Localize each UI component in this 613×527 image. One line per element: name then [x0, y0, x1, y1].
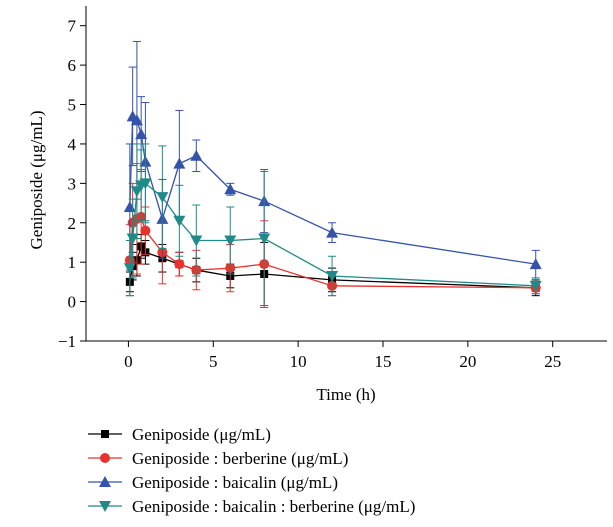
legend-marker	[100, 453, 110, 463]
legend-label: Geniposide : baicalin (μg/mL)	[132, 473, 338, 492]
y-tick-label: 7	[68, 17, 77, 36]
series-1	[125, 234, 540, 307]
data-point	[156, 192, 169, 204]
x-tick-label: 20	[459, 352, 476, 371]
x-tick-label: 10	[290, 352, 307, 371]
series-3	[123, 40, 542, 279]
y-tick-label: 5	[68, 96, 77, 115]
y-ticks: −1 0 1 2 3 4 5 6 7	[58, 17, 86, 351]
series-layer	[123, 40, 542, 308]
x-ticks: 0 5 10 15 20 25	[124, 341, 561, 371]
y-tick-label: 1	[68, 253, 77, 272]
legend-label: Geniposide (μg/mL)	[132, 425, 271, 444]
data-point	[123, 201, 136, 212]
data-point	[190, 149, 203, 161]
data-point	[224, 235, 237, 247]
data-point	[126, 233, 139, 245]
data-point	[139, 178, 152, 190]
data-point	[258, 233, 271, 245]
data-point	[140, 225, 151, 236]
legend-label: Geniposide : baicalin : berberine (μg/mL…	[132, 497, 415, 516]
y-tick-label: 4	[68, 135, 77, 154]
data-point	[173, 215, 186, 227]
data-point	[326, 226, 339, 238]
data-point	[529, 258, 542, 270]
data-point	[529, 280, 542, 292]
legend-item-4: Geniposide : baicalin : berberine (μg/mL…	[88, 497, 415, 516]
y-tick-label: 2	[68, 214, 77, 233]
y-axis-label: Geniposide (μg/mL)	[27, 111, 46, 250]
legend-marker	[99, 476, 111, 487]
x-axis-label: Time (h)	[316, 385, 375, 404]
data-point	[173, 157, 186, 169]
y-tick-label: 3	[68, 174, 77, 193]
y-tick-label: 6	[68, 56, 77, 75]
plot-area: −1 0 1 2 3 4 5 6 7 0 5 10 15 20 25	[58, 6, 607, 371]
x-tick-label: 25	[544, 352, 561, 371]
data-point	[130, 114, 143, 126]
data-point	[224, 183, 237, 195]
legend-label: Geniposide : berberine (μg/mL)	[132, 449, 348, 468]
data-point	[123, 263, 136, 275]
legend-marker	[101, 430, 109, 438]
legend: Geniposide (μg/mL) Geniposide : berberine…	[88, 425, 415, 516]
data-point	[174, 259, 185, 270]
y-tick-label: −1	[58, 332, 76, 351]
legend-item-2: Geniposide : berberine (μg/mL)	[88, 449, 348, 468]
x-tick-label: 15	[374, 352, 391, 371]
series-4	[123, 143, 542, 307]
data-point	[326, 270, 339, 282]
legend-item-3: Geniposide : baicalin (μg/mL)	[88, 473, 338, 492]
data-point	[190, 235, 203, 247]
legend-item-1: Geniposide (μg/mL)	[88, 425, 271, 444]
data-point	[135, 128, 148, 140]
series-line	[129, 182, 536, 287]
x-tick-label: 0	[124, 352, 133, 371]
x-tick-label: 5	[209, 352, 218, 371]
legend-marker	[99, 501, 111, 512]
y-tick-label: 0	[68, 293, 77, 312]
